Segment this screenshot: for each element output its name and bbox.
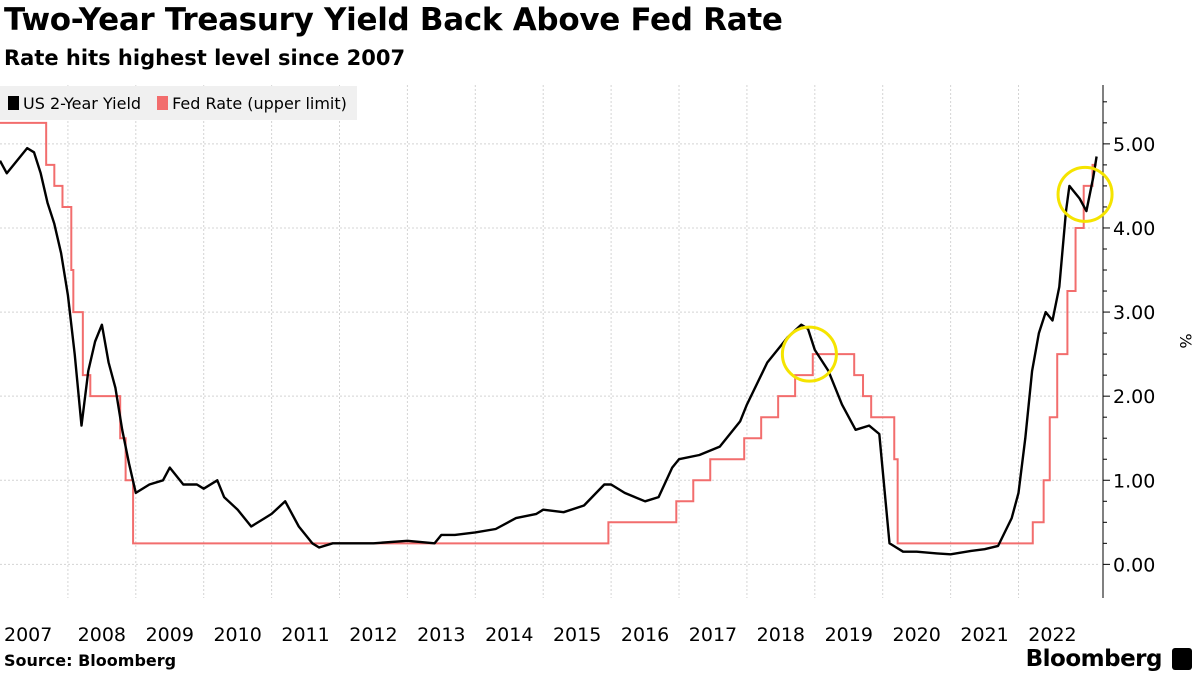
bloomberg-mark-icon xyxy=(1172,648,1192,670)
x-tick-label: 2017 xyxy=(689,624,737,646)
y-tick-label: 4.00 xyxy=(1113,218,1155,240)
y-axis-unit-label: % xyxy=(1176,333,1195,348)
legend-swatch-fed-rate xyxy=(157,96,169,110)
x-tick-label: 2007 xyxy=(4,624,52,646)
x-tick-label: 2012 xyxy=(349,624,397,646)
x-tick-label: 2009 xyxy=(146,624,194,646)
chart-title: Two-Year Treasury Yield Back Above Fed R… xyxy=(4,2,783,38)
series-line-us-2-year-yield xyxy=(0,146,1098,556)
y-tick-label: 5.00 xyxy=(1113,134,1155,156)
x-tick-label: 2011 xyxy=(281,624,329,646)
x-tick-label: 2019 xyxy=(825,624,873,646)
legend-label-fed-rate: Fed Rate (upper limit) xyxy=(172,93,347,113)
x-tick-label: 2014 xyxy=(485,624,533,646)
y-tick-label: 2.00 xyxy=(1113,386,1155,408)
annotation-circle xyxy=(780,325,838,383)
chart-subtitle: Rate hits highest level since 2007 xyxy=(4,46,406,70)
y-tick-label: 3.00 xyxy=(1113,302,1155,324)
y-tick-label: 1.00 xyxy=(1113,470,1155,492)
legend-item-yield: US 2-Year Yield xyxy=(8,94,141,113)
x-tick-label: 2016 xyxy=(621,624,669,646)
legend-label-yield: US 2-Year Yield xyxy=(23,93,142,113)
bloomberg-logo: Bloomberg xyxy=(1025,646,1163,672)
x-tick-label: 2010 xyxy=(213,624,261,646)
annotation-circle xyxy=(1056,165,1114,223)
x-tick-label: 2021 xyxy=(960,624,1008,646)
x-tick-label: 2015 xyxy=(553,624,601,646)
legend-item-fed-rate: Fed Rate (upper limit) xyxy=(157,94,347,113)
x-tick-label: 2022 xyxy=(1028,624,1076,646)
y-tick-label: 0.00 xyxy=(1113,554,1155,576)
series-line-fed-rate xyxy=(0,121,1097,545)
x-tick-label: 2020 xyxy=(892,624,940,646)
source-note: Source: Bloomberg xyxy=(4,651,177,670)
x-tick-label: 2008 xyxy=(78,624,126,646)
legend: US 2-Year Yield Fed Rate (upper limit) xyxy=(0,86,357,120)
legend-swatch-yield xyxy=(8,96,19,110)
x-tick-label: 2013 xyxy=(417,624,465,646)
x-tick-label: 2018 xyxy=(757,624,805,646)
